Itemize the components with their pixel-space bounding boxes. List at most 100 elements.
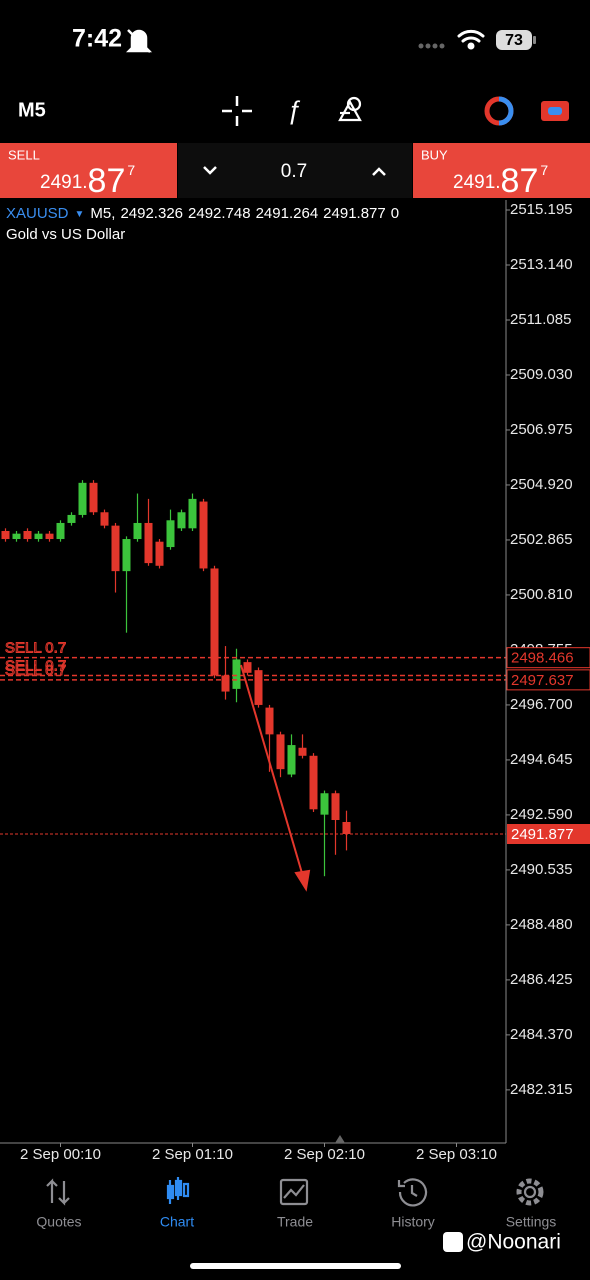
- buy-price: 2491.87 7: [453, 162, 548, 200]
- tab[interactable]: Trade: [277, 1214, 313, 1230]
- candle-body: [298, 747, 307, 756]
- candle-body: [1, 530, 10, 540]
- candle-body: [155, 541, 164, 566]
- price-tag: [506, 669, 590, 691]
- trend-arrow: [240, 664, 311, 892]
- account-icon[interactable]: [484, 96, 514, 126]
- sell-button[interactable]: [0, 143, 177, 198]
- volume-panel: [178, 143, 412, 198]
- candle-body: [56, 522, 65, 540]
- candle-body: [287, 745, 296, 775]
- candle-body: [188, 498, 197, 529]
- candle-body: [133, 522, 142, 540]
- candle-body: [210, 568, 219, 676]
- candle-body: [309, 755, 318, 810]
- y-tick-label: 2488.480: [510, 916, 573, 933]
- candle-body: [100, 512, 109, 526]
- price-tag-label: 2498.466: [511, 650, 574, 667]
- order-label: SELL 0.7: [5, 657, 66, 674]
- battery: [496, 30, 532, 50]
- candle-body: [276, 734, 285, 770]
- candle-body: [144, 522, 153, 564]
- candle-body: [111, 525, 120, 572]
- bell-off-icon: [125, 29, 153, 53]
- buy-button[interactable]: [413, 143, 590, 198]
- y-tick-label: 2504.920: [510, 476, 573, 493]
- y-tick-label: 2511.085: [510, 311, 571, 328]
- watermark: @Noonari: [466, 1231, 561, 1254]
- candle-body: [243, 662, 252, 673]
- candle-body: [78, 482, 87, 515]
- y-tick-label: 2506.975: [510, 421, 573, 438]
- candle-body: [177, 512, 186, 529]
- y-tick-label: 2496.700: [510, 696, 573, 713]
- battery-tip: [533, 36, 536, 44]
- signal-dots: [418, 43, 445, 49]
- sell-price: 2491.87 7: [40, 162, 135, 200]
- shift-marker: [335, 1135, 345, 1143]
- y-tick-label: 2500.810: [510, 586, 573, 603]
- price-tag: [506, 647, 590, 669]
- objects-button[interactable]: [338, 96, 362, 122]
- candle-body: [34, 533, 43, 540]
- tab[interactable]: Quotes: [36, 1214, 81, 1230]
- candle-body: [232, 659, 241, 689]
- candle-body: [23, 530, 32, 540]
- tab[interactable]: Settings: [506, 1214, 557, 1230]
- y-tick-label: 2513.140: [510, 256, 573, 273]
- x-tick-label: 2 Sep 02:10: [284, 1146, 365, 1163]
- x-tick-label: 2 Sep 03:10: [416, 1146, 497, 1163]
- clock: 7:42: [72, 25, 122, 53]
- volume-down[interactable]: [203, 166, 217, 175]
- order-label: SELL 0.7: [5, 662, 66, 679]
- indicators-button[interactable]: ƒ: [287, 95, 301, 125]
- tab-bar: Quotes Chart Trade History Settings: [36, 1214, 556, 1230]
- candle-body: [254, 670, 263, 705]
- y-tick-label: 2486.425: [510, 971, 573, 988]
- y-tick-label: 2492.590: [510, 806, 573, 823]
- y-tick-label: 2494.645: [510, 751, 573, 768]
- y-tick-label: 2515.195: [510, 201, 573, 218]
- chart-description: Gold vs US Dollar: [6, 226, 125, 243]
- volume-up[interactable]: [372, 167, 386, 176]
- trade-toggle-icon[interactable]: [541, 101, 569, 121]
- candle-body: [166, 520, 175, 548]
- candle-body: [45, 533, 54, 540]
- chart-header: XAUUSD ▼ M5, 2492.326 2492.748 2491.264 2491.8…: [6, 205, 399, 222]
- current-price-tag: [507, 824, 590, 845]
- candle-body: [67, 514, 76, 523]
- order-label: SELL 0.7: [5, 640, 66, 657]
- facebook-icon: [443, 1232, 463, 1252]
- y-tick-label: 2482.315: [510, 1081, 573, 1098]
- current-price-label: 2491.877: [511, 826, 574, 843]
- wifi-icon: [457, 29, 485, 50]
- candle-body: [221, 675, 230, 692]
- y-tick-label: 2490.535: [510, 861, 573, 878]
- y-tick-label: 2509.030: [510, 366, 573, 383]
- sell-label: SELL: [8, 147, 40, 162]
- buy-label: BUY: [421, 147, 448, 162]
- y-tick-label: 2484.370: [510, 1026, 573, 1043]
- volume-value[interactable]: 0.7: [281, 161, 307, 182]
- crosshair-button[interactable]: [222, 96, 252, 126]
- home-indicator: [190, 1263, 401, 1269]
- candle-body: [342, 821, 351, 835]
- x-tick-label: 2 Sep 00:10: [20, 1146, 101, 1163]
- tab[interactable]: Chart: [160, 1214, 194, 1230]
- battery-level: 73: [505, 32, 523, 49]
- candle-body: [199, 501, 208, 569]
- candle-body: [89, 482, 98, 513]
- timeframe-button[interactable]: M5: [18, 99, 46, 121]
- chart: 2515.195 2513.140 2511.085 2509.030 2506.975…: [0, 201, 590, 1163]
- y-tick-label: 2502.865: [510, 531, 573, 548]
- tab[interactable]: History: [391, 1214, 435, 1230]
- candle-body: [320, 793, 329, 815]
- x-tick-label: 2 Sep 01:10: [152, 1146, 233, 1163]
- candle-body: [12, 533, 21, 540]
- candle-body: [122, 539, 131, 572]
- tab-icons: [46, 1177, 544, 1207]
- candle-body: [331, 793, 340, 821]
- candle-body: [265, 707, 274, 735]
